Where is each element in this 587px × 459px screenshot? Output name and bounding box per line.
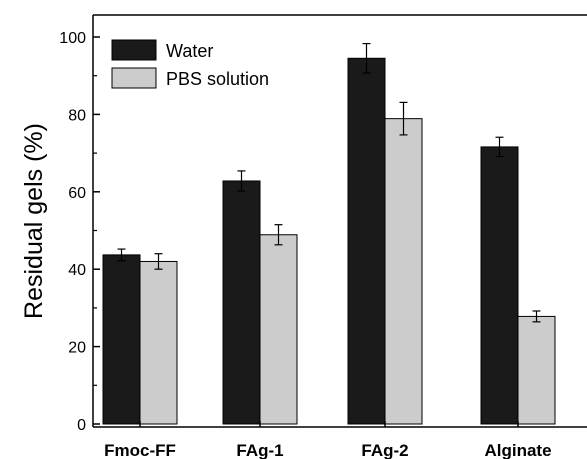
bar-water (347, 57, 386, 425)
legend-label-water: Water (166, 41, 213, 61)
legend-label-pbs: PBS solution (166, 69, 269, 89)
bar-water (102, 254, 141, 425)
y-tick-label: 60 (68, 185, 86, 202)
error-bars (117, 42, 541, 323)
y-axis-ticks: 0 20 40 60 80 100 (59, 30, 100, 434)
y-tick-label: 0 (77, 417, 86, 434)
bar-pbs (384, 118, 423, 425)
bar-pbs (139, 260, 178, 425)
bar-pbs (517, 315, 556, 425)
bar-water (480, 146, 519, 425)
y-axis-label: Residual gels (%) (20, 123, 48, 319)
bar-water (222, 180, 261, 425)
legend: Water PBS solution (111, 39, 269, 89)
bar-pbs (259, 234, 298, 425)
x-tick-label: Alginate (484, 441, 551, 459)
x-tick-label: FAg-2 (361, 441, 408, 459)
x-axis-ticks: Fmoc-FF FAg-1 FAg-2 Alginate (104, 421, 552, 459)
plot-frame (92, 14, 587, 428)
y-tick-label: 100 (59, 30, 86, 47)
x-tick-label: FAg-1 (236, 441, 283, 459)
legend-swatch-water (111, 39, 157, 61)
bars (102, 57, 556, 425)
x-tick-label: Fmoc-FF (104, 441, 176, 459)
y-tick-label: 40 (68, 262, 86, 279)
y-tick-label: 20 (68, 340, 86, 357)
y-tick-label: 80 (68, 107, 86, 124)
legend-swatch-pbs (111, 67, 157, 89)
